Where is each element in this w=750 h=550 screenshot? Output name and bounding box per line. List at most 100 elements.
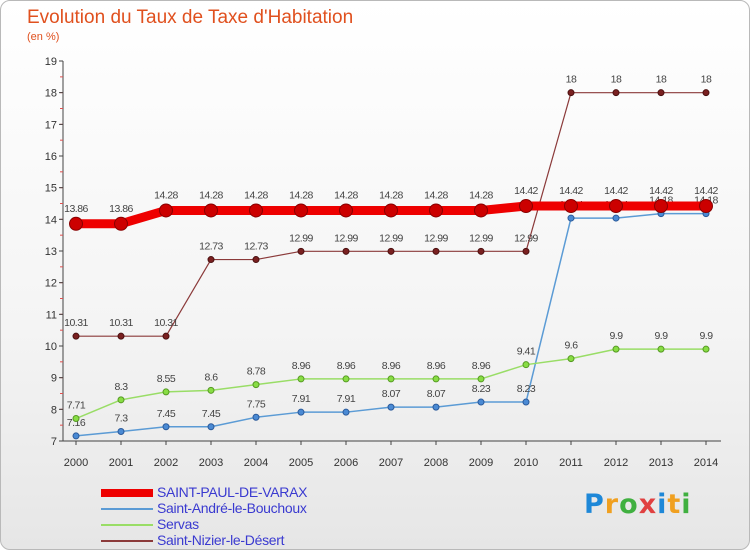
- y-tick-label: 10: [45, 341, 57, 353]
- data-label: 12.73: [199, 241, 223, 253]
- data-point: [477, 247, 485, 255]
- data-label: 8.23: [517, 383, 536, 395]
- y-tick-label: 19: [45, 56, 57, 68]
- data-point: [297, 375, 305, 383]
- data-point: [567, 355, 575, 363]
- x-tick-label: 2009: [469, 457, 493, 469]
- data-point: [72, 415, 80, 423]
- proxiti-logo: Proxiti: [584, 489, 692, 520]
- chart-subtitle: (en %): [27, 31, 60, 43]
- data-point: [69, 216, 83, 231]
- data-label: 14.28: [379, 189, 403, 201]
- data-label: 14.42: [559, 185, 583, 197]
- data-label: 8.96: [292, 360, 311, 372]
- data-label: 7.91: [292, 393, 311, 405]
- data-point: [162, 423, 170, 431]
- data-point: [249, 203, 263, 218]
- data-label: 18: [656, 74, 667, 86]
- data-point: [72, 432, 80, 440]
- data-point: [699, 199, 713, 214]
- legend-label: SAINT-PAUL-DE-VARAX: [157, 484, 308, 500]
- y-tick-label: 9: [51, 373, 57, 385]
- y-tick-label: 12: [45, 278, 57, 290]
- data-point: [609, 199, 623, 214]
- x-tick-label: 2008: [424, 457, 448, 469]
- data-label: 14.28: [334, 189, 358, 201]
- logo-letter: i: [681, 489, 692, 520]
- data-point: [429, 203, 443, 218]
- data-label: 8.6: [204, 371, 218, 383]
- data-label: 14.28: [469, 189, 493, 201]
- data-point: [114, 216, 128, 231]
- legend-swatch: [101, 489, 153, 497]
- y-tick-label: 8: [51, 404, 57, 416]
- data-label: 10.31: [109, 317, 133, 329]
- data-point: [564, 199, 578, 214]
- data-label: 14.28: [244, 189, 268, 201]
- data-point: [162, 388, 170, 396]
- data-point: [702, 89, 710, 97]
- data-label: 14.28: [424, 189, 448, 201]
- data-point: [612, 345, 620, 353]
- data-label: 14.28: [199, 189, 223, 201]
- logo-letter: r: [604, 489, 620, 520]
- data-label: 7.45: [157, 408, 176, 420]
- data-point: [432, 247, 440, 255]
- data-label: 8.55: [157, 373, 176, 385]
- data-point: [702, 345, 710, 353]
- data-label: 10.31: [64, 317, 88, 329]
- data-label: 7.71: [67, 400, 86, 412]
- x-tick-label: 2005: [289, 457, 313, 469]
- logo-letter: P: [584, 489, 605, 520]
- x-tick-label: 2014: [694, 457, 718, 469]
- data-point: [612, 214, 620, 222]
- data-point: [522, 361, 530, 369]
- data-point: [342, 247, 350, 255]
- logo-letter: t: [667, 489, 682, 520]
- data-label: 13.86: [64, 203, 88, 215]
- data-point: [519, 199, 533, 214]
- data-point: [252, 256, 260, 264]
- data-point: [117, 332, 125, 340]
- data-point: [567, 214, 575, 222]
- data-label: 8.07: [427, 388, 446, 400]
- series-0: 13.86 13.86 14.28 14.28 14.28 14.28 14.28 14.28…: [64, 185, 719, 231]
- logo-letter: x: [638, 489, 658, 520]
- chart-title: Evolution du Taux de Taxe d'Habitation: [27, 7, 354, 28]
- logo-letter: o: [619, 489, 639, 520]
- data-label: 8.96: [382, 360, 401, 372]
- data-point: [117, 396, 125, 404]
- x-tick-label: 2011: [559, 457, 583, 469]
- data-label: 9.41: [517, 346, 536, 358]
- data-point: [387, 403, 395, 411]
- data-label: 14.42: [514, 185, 538, 197]
- series-3: 10.31 10.31 10.31 12.73 12.73 12.99 12.99 12.99…: [64, 74, 712, 340]
- data-point: [432, 375, 440, 383]
- data-label: 12.99: [379, 232, 403, 244]
- data-point: [612, 89, 620, 97]
- logo-letter: i: [657, 489, 668, 520]
- data-label: 12.99: [514, 232, 538, 244]
- data-point: [387, 375, 395, 383]
- legend-label: Servas: [157, 516, 199, 532]
- data-label: 9.9: [699, 330, 713, 342]
- data-label: 7.91: [337, 393, 356, 405]
- data-point: [342, 375, 350, 383]
- data-label: 9.6: [564, 340, 578, 352]
- data-point: [252, 381, 260, 389]
- data-point: [342, 408, 350, 416]
- data-label: 7.45: [202, 408, 221, 420]
- data-point: [474, 203, 488, 218]
- data-label: 18: [701, 74, 712, 86]
- data-point: [207, 256, 215, 264]
- x-tick-label: 2006: [334, 457, 358, 469]
- x-tick-label: 2004: [244, 457, 268, 469]
- legend-swatch: [101, 540, 153, 542]
- series-2: 7.71 8.3 8.55 8.6 8.78 8.96 8.96 8.96 8.96 8.96 9.…: [67, 330, 714, 423]
- data-point: [567, 89, 575, 97]
- data-label: 9.9: [654, 330, 668, 342]
- data-point: [522, 398, 530, 406]
- x-tick-label: 2003: [199, 457, 223, 469]
- x-tick-label: 2000: [64, 457, 88, 469]
